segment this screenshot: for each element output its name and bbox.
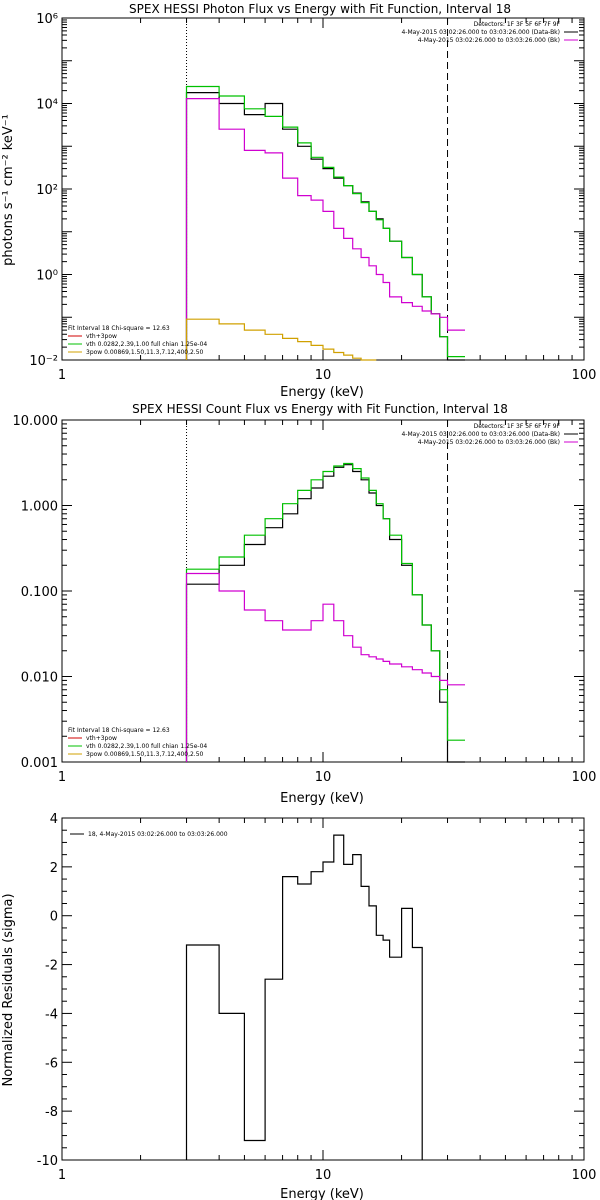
residuals-y-tick-label: 2 [50, 861, 58, 876]
photon-flux-x-tick-label: 10 [315, 368, 332, 383]
count-flux-y-tick-label: 0.010 [21, 671, 58, 686]
residuals-x-tick-label: 1 [58, 1168, 66, 1183]
photon-flux-x-label: Energy (keV) [280, 385, 364, 400]
residuals-y-tick-label: -2 [45, 959, 58, 974]
residuals-series-0 [185, 834, 423, 1160]
photon-flux-x-tick-label: 1 [58, 368, 66, 383]
photon-flux-y-tick-label: 10⁴ [36, 98, 58, 113]
residuals-x-label: Energy (keV) [280, 1187, 364, 1200]
count-flux-legend-bottom-text: vth 0.0282,2.39,1.00 full chian 1.25e-04 [86, 743, 207, 750]
count-flux-legend-top-text: Detectors: 1F 3F 5F 6F 7F 9F [474, 423, 561, 430]
count-flux-legend-top-text: 4-May-2015 03:02:26.000 to 03:03:26.000 … [418, 439, 560, 446]
photon-flux-y-tick-label: 10⁶ [36, 12, 58, 27]
count-flux-title: SPEX HESSI Count Flux vs Energy with Fit… [132, 402, 508, 416]
count-flux-x-label: Energy (keV) [280, 791, 364, 806]
photon-flux-legend-top-text: 4-May-2015 03:02:26.000 to 03:03:26.000 … [401, 29, 560, 36]
photon-flux-series-2 [185, 98, 465, 360]
photon-flux-y-tick-label: 10⁻² [29, 354, 58, 369]
residuals-y-tick-label: -4 [45, 1007, 58, 1022]
count-flux-series-0 [185, 464, 465, 763]
residuals-y-tick-label: 0 [50, 910, 58, 925]
residuals-x-tick-label: 10 [315, 1168, 332, 1183]
photon-flux-legend-bottom-text: vth 0.0282,2.39,1.00 full chian 1.25e-04 [86, 341, 207, 348]
photon-flux-series-1 [185, 85, 465, 360]
photon-flux-y-tick-label: 10² [36, 183, 58, 198]
residuals-panel: Energy (keV) Normalized Residuals (sigma… [1, 812, 596, 1200]
photon-flux-panel: SPEX HESSI Photon Flux vs Energy with Fi… [1, 2, 596, 400]
count-flux-legend-bottom-text: Fit Interval 18 Chi-square = 12.63 [68, 727, 170, 734]
count-flux-x-tick-label: 1 [58, 770, 66, 785]
residuals-legend-text: 18, 4-May-2015 03:02:26.000 to 03:03:26.… [88, 831, 228, 838]
photon-flux-title: SPEX HESSI Photon Flux vs Energy with Fi… [129, 2, 511, 16]
count-flux-panel: SPEX HESSI Count Flux vs Energy with Fit… [13, 402, 597, 806]
photon-flux-x-tick-label: 100 [572, 368, 597, 383]
count-flux-y-tick-label: 0.001 [21, 756, 58, 771]
count-flux-legend-bottom-text: vth+3pow [86, 735, 117, 742]
residuals-y-label: Normalized Residuals (sigma) [1, 893, 16, 1086]
residuals-y-tick-label: 4 [50, 812, 58, 827]
photon-flux-series-3 [185, 318, 377, 361]
photon-flux-plot-frame [61, 17, 585, 361]
photon-flux-legend-bottom-text: Fit Interval 18 Chi-square = 12.63 [68, 325, 170, 332]
count-flux-y-tick-label: 0.100 [21, 585, 58, 600]
count-flux-x-tick-label: 10 [315, 770, 332, 785]
count-flux-legend-top-text: 4-May-2015 03:02:26.000 to 03:03:26.000 … [401, 431, 560, 438]
residuals-x-tick-label: 100 [572, 1168, 597, 1183]
photon-flux-y-label: photons s⁻¹ cm⁻² keV⁻¹ [1, 114, 16, 266]
count-flux-x-tick-label: 100 [572, 770, 597, 785]
photon-flux-legend-top-text: 4-May-2015 03:02:26.000 to 03:03:26.000 … [418, 37, 560, 44]
photon-flux-legend-top-text: Detectors: 1F 3F 5F 6F 7F 9F [474, 21, 561, 28]
photon-flux-y-tick-label: 10⁰ [36, 269, 58, 284]
residuals-y-tick-label: -10 [37, 1154, 58, 1169]
count-flux-y-tick-label: 10.000 [13, 414, 59, 429]
residuals-y-tick-label: -8 [45, 1105, 58, 1120]
photon-flux-legend-bottom-text: vth+3pow [86, 333, 117, 340]
count-flux-legend-bottom-text: 3pow 0.00869,1.50,11.3,7.12,400,2.50 [86, 751, 204, 758]
photon-flux-legend-bottom-text: 3pow 0.00869,1.50,11.3,7.12,400,2.50 [86, 349, 204, 356]
count-flux-series-2 [185, 572, 465, 762]
count-flux-y-tick-label: 1.000 [21, 500, 58, 515]
residuals-y-tick-label: -6 [45, 1056, 58, 1071]
count-flux-series-1 [185, 462, 465, 762]
photon-flux-series-0 [185, 92, 465, 361]
